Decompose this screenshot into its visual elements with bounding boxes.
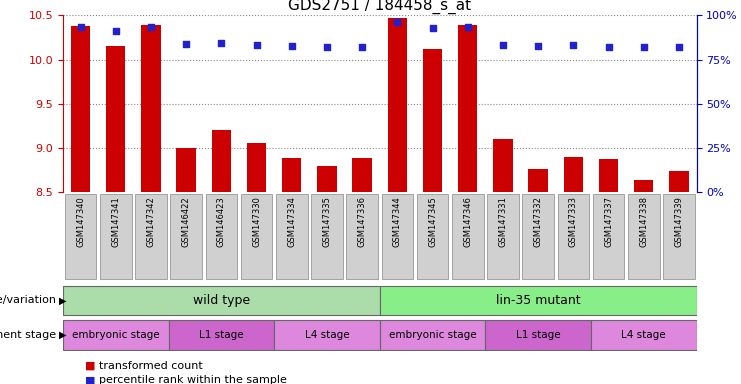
Text: GSM147330: GSM147330 — [252, 197, 261, 247]
Text: development stage: development stage — [0, 330, 59, 340]
Text: GSM147336: GSM147336 — [358, 197, 367, 247]
Point — [180, 41, 192, 47]
Bar — [528, 169, 548, 192]
Point — [568, 42, 579, 48]
Point — [497, 41, 509, 48]
Text: GSM147334: GSM147334 — [288, 197, 296, 247]
Bar — [212, 130, 231, 192]
Point — [75, 24, 87, 30]
Point — [356, 44, 368, 50]
Text: GSM147346: GSM147346 — [463, 197, 472, 247]
Point — [286, 43, 298, 49]
Bar — [247, 143, 266, 192]
Text: percentile rank within the sample: percentile rank within the sample — [99, 375, 287, 384]
Text: GSM147341: GSM147341 — [111, 197, 120, 247]
Text: GSM147342: GSM147342 — [147, 197, 156, 247]
Bar — [142, 25, 161, 192]
Point — [321, 44, 333, 50]
Text: transformed count: transformed count — [99, 361, 202, 371]
Point — [532, 43, 544, 49]
Bar — [669, 171, 688, 192]
Point — [638, 44, 650, 50]
Text: L4 stage: L4 stage — [622, 330, 666, 340]
Point — [602, 44, 614, 50]
FancyBboxPatch shape — [241, 194, 273, 278]
FancyBboxPatch shape — [63, 320, 168, 350]
FancyBboxPatch shape — [63, 286, 379, 315]
FancyBboxPatch shape — [100, 194, 132, 278]
Point — [673, 44, 685, 50]
Text: GSM147331: GSM147331 — [499, 197, 508, 247]
FancyBboxPatch shape — [663, 194, 695, 278]
Title: GDS2751 / 184458_s_at: GDS2751 / 184458_s_at — [288, 0, 471, 14]
Text: genotype/variation: genotype/variation — [0, 295, 59, 306]
FancyBboxPatch shape — [311, 194, 343, 278]
FancyBboxPatch shape — [274, 320, 379, 350]
Bar — [176, 148, 196, 192]
Text: GSM147335: GSM147335 — [322, 197, 331, 247]
FancyBboxPatch shape — [593, 194, 625, 278]
FancyBboxPatch shape — [379, 320, 485, 350]
Bar — [106, 46, 125, 192]
FancyBboxPatch shape — [416, 194, 448, 278]
FancyBboxPatch shape — [487, 194, 519, 278]
Bar — [353, 157, 372, 192]
Text: embryonic stage: embryonic stage — [389, 330, 476, 340]
Text: lin-35 mutant: lin-35 mutant — [496, 294, 580, 307]
Text: ■: ■ — [85, 361, 99, 371]
FancyBboxPatch shape — [379, 286, 697, 315]
FancyBboxPatch shape — [170, 194, 202, 278]
Bar — [494, 139, 513, 192]
FancyBboxPatch shape — [452, 194, 484, 278]
Bar — [317, 166, 336, 192]
FancyBboxPatch shape — [346, 194, 378, 278]
Text: GSM147340: GSM147340 — [76, 197, 85, 247]
Text: GSM147333: GSM147333 — [569, 197, 578, 247]
Point — [391, 19, 403, 25]
Bar — [423, 49, 442, 192]
FancyBboxPatch shape — [522, 194, 554, 278]
Text: wild type: wild type — [193, 294, 250, 307]
Text: GSM147332: GSM147332 — [534, 197, 542, 247]
Text: L4 stage: L4 stage — [305, 330, 349, 340]
FancyBboxPatch shape — [205, 194, 237, 278]
Bar — [388, 18, 407, 192]
Point — [250, 41, 262, 48]
FancyBboxPatch shape — [557, 194, 589, 278]
Text: GSM146423: GSM146423 — [217, 197, 226, 247]
Text: ■: ■ — [85, 375, 99, 384]
Text: ▶: ▶ — [59, 330, 67, 340]
Text: GSM147344: GSM147344 — [393, 197, 402, 247]
Text: L1 stage: L1 stage — [199, 330, 244, 340]
FancyBboxPatch shape — [382, 194, 413, 278]
Text: GSM147337: GSM147337 — [604, 197, 613, 247]
Bar — [458, 25, 477, 192]
Bar — [564, 157, 583, 192]
Text: L1 stage: L1 stage — [516, 330, 560, 340]
FancyBboxPatch shape — [591, 320, 697, 350]
Bar — [599, 159, 618, 192]
Bar — [282, 159, 302, 192]
FancyBboxPatch shape — [168, 320, 274, 350]
Text: GSM146422: GSM146422 — [182, 197, 190, 247]
Point — [427, 25, 439, 31]
Point — [216, 40, 227, 46]
Text: GSM147339: GSM147339 — [674, 197, 683, 247]
Bar — [71, 26, 90, 192]
FancyBboxPatch shape — [64, 194, 96, 278]
Point — [110, 28, 122, 34]
Point — [145, 24, 157, 30]
Text: ▶: ▶ — [59, 295, 67, 306]
Text: GSM147345: GSM147345 — [428, 197, 437, 247]
FancyBboxPatch shape — [135, 194, 167, 278]
FancyBboxPatch shape — [276, 194, 308, 278]
Text: embryonic stage: embryonic stage — [72, 330, 159, 340]
Text: GSM147338: GSM147338 — [639, 197, 648, 247]
Point — [462, 24, 473, 30]
Bar — [634, 180, 654, 192]
FancyBboxPatch shape — [628, 194, 659, 278]
FancyBboxPatch shape — [485, 320, 591, 350]
